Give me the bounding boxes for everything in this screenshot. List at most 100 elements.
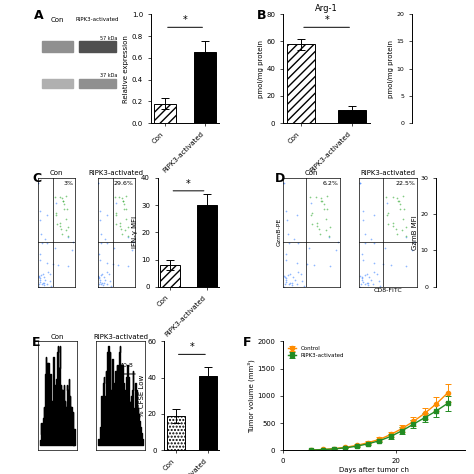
- Point: [397, 200, 404, 207]
- Point: [282, 274, 290, 282]
- Point: [36, 251, 44, 258]
- Text: *: *: [190, 342, 194, 352]
- Y-axis label: % CFSE Low: % CFSE Low: [139, 374, 145, 417]
- Point: [124, 232, 131, 239]
- Point: [280, 283, 288, 291]
- Point: [285, 239, 292, 246]
- Point: [310, 261, 318, 269]
- Point: [64, 233, 72, 240]
- Point: [400, 192, 407, 200]
- Point: [289, 273, 296, 281]
- Point: [399, 215, 406, 223]
- Point: [356, 179, 364, 187]
- Text: C: C: [32, 173, 42, 185]
- Point: [96, 276, 103, 284]
- Point: [291, 276, 299, 284]
- Point: [384, 220, 392, 228]
- Point: [56, 222, 64, 230]
- Text: 6.2%: 6.2%: [323, 181, 338, 186]
- Point: [36, 274, 44, 282]
- Point: [361, 230, 369, 238]
- Point: [111, 244, 118, 252]
- Point: [370, 268, 378, 276]
- Point: [37, 271, 45, 279]
- Point: [44, 259, 51, 267]
- Point: [282, 251, 290, 258]
- Point: [307, 211, 314, 219]
- Point: [98, 280, 105, 288]
- Point: [393, 230, 401, 237]
- Title: Con: Con: [50, 334, 64, 339]
- Point: [64, 232, 72, 239]
- Point: [282, 273, 289, 281]
- Point: [107, 282, 115, 290]
- Point: [370, 281, 377, 288]
- Point: [103, 211, 111, 219]
- Point: [95, 281, 102, 288]
- Point: [36, 276, 44, 284]
- Point: [120, 205, 128, 213]
- Point: [56, 193, 64, 201]
- Point: [383, 211, 391, 219]
- Point: [365, 273, 373, 281]
- Point: [107, 277, 114, 284]
- Text: 57 kDa: 57 kDa: [100, 36, 117, 41]
- Point: [283, 207, 290, 215]
- Point: [35, 281, 43, 288]
- Point: [95, 283, 102, 291]
- Point: [58, 194, 66, 202]
- Point: [359, 207, 366, 215]
- Point: [283, 256, 290, 264]
- Point: [94, 272, 102, 280]
- Point: [122, 215, 129, 223]
- Y-axis label: IFN-γ MFI: IFN-γ MFI: [132, 216, 138, 248]
- Point: [294, 268, 301, 276]
- Point: [363, 270, 370, 277]
- Point: [358, 274, 366, 282]
- Text: *: *: [182, 15, 187, 25]
- Point: [356, 272, 364, 280]
- Point: [39, 270, 46, 277]
- Point: [122, 192, 130, 200]
- Point: [125, 263, 132, 270]
- Point: [288, 282, 296, 289]
- Point: [51, 244, 58, 252]
- Point: [303, 260, 311, 267]
- X-axis label: Days after tumor ch: Days after tumor ch: [339, 467, 409, 473]
- Point: [326, 232, 333, 239]
- Point: [307, 200, 315, 207]
- Point: [57, 225, 65, 233]
- Point: [44, 211, 51, 219]
- Point: [41, 235, 49, 242]
- Text: 40.8: 40.8: [120, 363, 134, 368]
- Point: [297, 270, 305, 277]
- Point: [280, 179, 288, 186]
- Point: [402, 223, 410, 231]
- Point: [124, 223, 132, 231]
- Point: [285, 280, 292, 288]
- Point: [109, 260, 117, 267]
- Point: [61, 200, 68, 207]
- Point: [389, 193, 397, 201]
- Point: [293, 211, 301, 219]
- Point: [293, 281, 301, 288]
- Point: [291, 235, 298, 242]
- Point: [282, 276, 290, 284]
- Point: [326, 233, 333, 240]
- Point: [394, 198, 401, 205]
- Text: Con: Con: [51, 17, 64, 23]
- Point: [47, 282, 55, 290]
- Point: [317, 194, 324, 202]
- Point: [357, 281, 365, 288]
- Point: [112, 210, 120, 217]
- Point: [122, 226, 129, 234]
- Point: [36, 256, 44, 264]
- Point: [43, 281, 51, 288]
- Title: RIPK3-activated: RIPK3-activated: [89, 170, 144, 176]
- Point: [382, 244, 389, 252]
- Point: [399, 226, 406, 234]
- Point: [46, 270, 54, 277]
- Bar: [167, 416, 184, 450]
- Point: [113, 220, 120, 228]
- Point: [365, 282, 372, 289]
